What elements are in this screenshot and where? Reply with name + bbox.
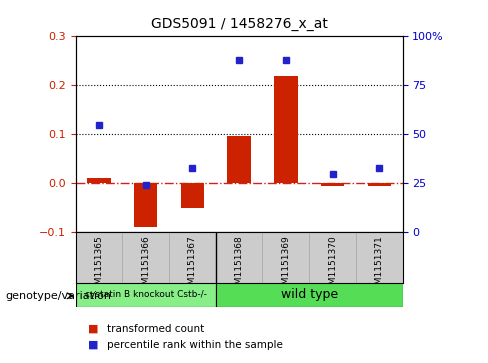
Bar bbox=[274, 76, 298, 183]
Text: wild type: wild type bbox=[281, 289, 338, 301]
Bar bbox=[76, 283, 216, 307]
Title: GDS5091 / 1458276_x_at: GDS5091 / 1458276_x_at bbox=[151, 17, 327, 31]
Bar bbox=[227, 136, 251, 183]
Text: GSM1151370: GSM1151370 bbox=[328, 235, 337, 295]
Bar bbox=[216, 283, 403, 307]
Text: GSM1151368: GSM1151368 bbox=[235, 235, 244, 295]
Text: GSM1151371: GSM1151371 bbox=[375, 235, 384, 295]
Bar bbox=[134, 183, 157, 227]
Bar bbox=[367, 183, 391, 186]
Text: genotype/variation: genotype/variation bbox=[5, 291, 111, 301]
Text: ■: ■ bbox=[88, 323, 99, 334]
Text: ■: ■ bbox=[88, 340, 99, 350]
Bar bbox=[87, 179, 111, 183]
Text: GSM1151366: GSM1151366 bbox=[141, 235, 150, 295]
Text: percentile rank within the sample: percentile rank within the sample bbox=[107, 340, 283, 350]
Bar bbox=[181, 183, 204, 208]
Bar bbox=[321, 183, 344, 186]
Text: GSM1151365: GSM1151365 bbox=[95, 235, 103, 295]
Text: cystatin B knockout Cstb-/-: cystatin B knockout Cstb-/- bbox=[85, 290, 206, 299]
Text: GSM1151369: GSM1151369 bbox=[281, 235, 290, 295]
Text: transformed count: transformed count bbox=[107, 323, 204, 334]
Text: GSM1151367: GSM1151367 bbox=[188, 235, 197, 295]
